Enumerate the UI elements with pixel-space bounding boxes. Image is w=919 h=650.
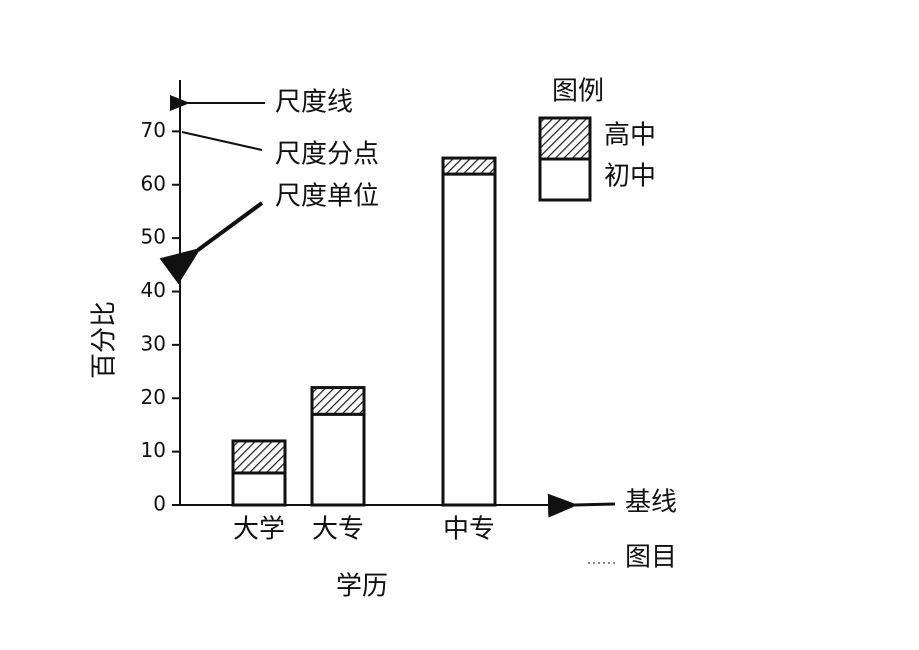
x-axis-label: 学历 [336, 572, 388, 602]
legend-swatch [538, 157, 592, 202]
legend-label: 高中 [604, 121, 656, 151]
bar-segment [441, 172, 497, 507]
x-tick-label: 大学 [233, 515, 285, 545]
y-tick-label: 0 [153, 492, 166, 516]
x-tick-label: 大专 [312, 515, 364, 545]
y-tick-label: 40 [141, 278, 166, 302]
y-axis-label: 百分比 [90, 301, 120, 379]
legend-title: 图例 [552, 77, 604, 107]
annotation: 尺度线 [275, 88, 353, 118]
y-tick-label: 20 [141, 385, 166, 409]
legend-swatch [538, 116, 592, 161]
annotation-arrow [547, 493, 616, 518]
annotation-arrow [159, 201, 264, 285]
annotation: 尺度单位 [275, 182, 379, 212]
y-tick-label: 50 [141, 225, 166, 249]
y-tick-label: 30 [141, 331, 166, 355]
y-tick-label: 70 [141, 118, 166, 142]
bar-segment [310, 386, 366, 416]
annotation: 图目 [625, 543, 677, 573]
annotation: 尺度分点 [275, 140, 379, 170]
bar-segment [231, 439, 287, 475]
x-tick-label: 中专 [443, 515, 495, 545]
bar-segment [310, 412, 366, 507]
annotation-line [181, 131, 263, 151]
bar-segment [441, 156, 497, 176]
y-tick-label: 60 [141, 171, 166, 195]
annotation: 基线 [625, 488, 677, 518]
y-tick-label: 10 [141, 438, 166, 462]
legend-label: 初中 [604, 162, 656, 192]
bar-segment [231, 471, 287, 507]
